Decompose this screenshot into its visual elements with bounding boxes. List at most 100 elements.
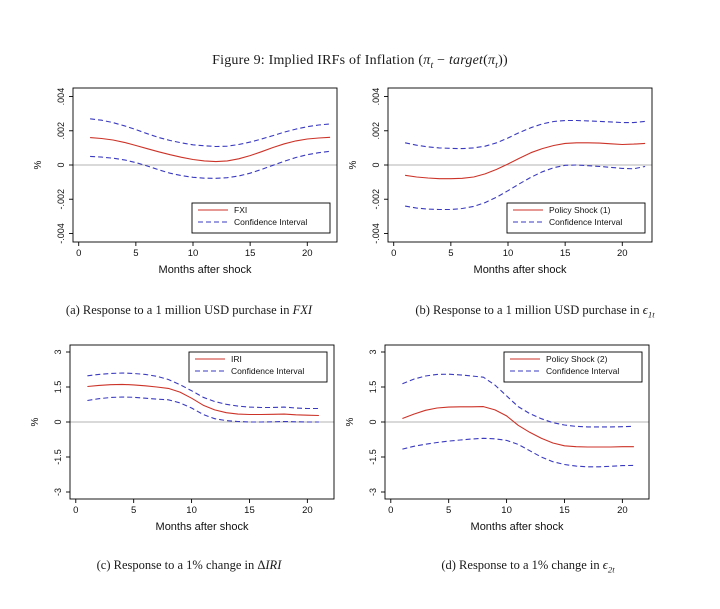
legend-label: Confidence Interval [234, 217, 307, 227]
series-lower-confidence-interval [405, 164, 646, 211]
y-tick-label: -.002 [56, 189, 66, 210]
x-tick-label: 15 [560, 248, 571, 259]
irf-panel-iri: 3 1.5 0 -1.5 -3 0 5 10 15 20 Months after shock% IR… [26, 341, 346, 541]
text-segment: )) [498, 53, 508, 68]
y-tick-label: 0 [368, 419, 378, 424]
x-tick-label: 0 [388, 505, 393, 516]
text-segment: Δ [257, 558, 266, 572]
text-segment: π [487, 53, 496, 68]
x-axis-title: Months after shock [474, 264, 567, 276]
legend-box [506, 202, 646, 234]
y-tick-label: -1.5 [368, 449, 378, 465]
series-upper-confidence-interval [404, 119, 646, 150]
y-tick-label: -1.5 [53, 449, 63, 465]
y-tick-label: -.002 [371, 189, 381, 210]
series-upper-confidence-interval [87, 372, 319, 410]
y-axis-title: % [33, 160, 44, 169]
caption-c: (c) Response to a 1% change in ΔIRI [29, 558, 349, 573]
y-tick-label: 3 [368, 349, 378, 354]
series-iri [87, 383, 319, 417]
series-policy-shock-1- [405, 142, 646, 180]
irf-panel-policy-shock-2: 3 1.5 0 -1.5 -3 0 5 10 15 20 Months after shock% Po… [341, 341, 661, 541]
legend-label: Policy Shock (1) [549, 205, 611, 215]
caption-b: (b) Response to a 1 million USD purchase… [375, 303, 695, 320]
x-tick-label: 10 [186, 505, 197, 516]
x-tick-label: 10 [188, 248, 199, 259]
series-lower-confidence-interval [87, 396, 319, 423]
text-segment: (c) Response to a 1% change in [96, 558, 258, 572]
y-tick-label: .002 [371, 122, 381, 140]
y-tick-label: 0 [53, 419, 63, 424]
x-tick-label: 20 [302, 248, 313, 259]
x-tick-label: 0 [73, 505, 78, 516]
text-segment: − [433, 53, 449, 68]
x-tick-label: 5 [448, 248, 453, 259]
y-tick-label: 3 [53, 349, 63, 354]
math-subscript: t [430, 59, 434, 71]
x-tick-label: 5 [446, 505, 451, 516]
x-tick-label: 5 [131, 505, 136, 516]
chart-b: .004 .002 0 -.002 -.004 0 5 10 15 20 Months after … [348, 87, 653, 276]
text-segment: π [423, 53, 431, 68]
x-tick-label: 5 [133, 248, 138, 259]
series-upper-confidence-interval [402, 373, 634, 428]
text-segment: ( [483, 53, 488, 68]
caption-d: (d) Response to a 1% change in ϵ2t [368, 558, 688, 575]
chart-c: 3 1.5 0 -1.5 -3 0 5 10 15 20 Months after shock% IR… [30, 344, 335, 533]
text-segment: (d) Response to a 1% change in [441, 558, 603, 572]
legend-box [188, 351, 328, 383]
series-lower-confidence-interval [90, 150, 331, 179]
math-subscript: t [495, 59, 499, 71]
y-tick-label: -3 [368, 488, 378, 496]
x-tick-label: 10 [503, 248, 514, 259]
text-segment: ϵ [602, 558, 608, 572]
y-tick-label: .002 [56, 122, 66, 140]
legend-label: FXI [234, 205, 247, 215]
x-tick-label: 20 [617, 248, 628, 259]
chart-a: .004 .002 0 -.002 -.004 0 5 10 15 20 Months after … [33, 87, 338, 276]
y-tick-label: 1.5 [368, 381, 378, 394]
legend-label: Confidence Interval [549, 217, 622, 227]
series-policy-shock-2- [402, 406, 634, 448]
math-subscript: 2t [607, 564, 615, 575]
x-tick-label: 10 [501, 505, 512, 516]
text-segment: IRI [265, 558, 282, 572]
x-axis-title: Months after shock [159, 264, 252, 276]
y-tick-label: -.004 [56, 223, 66, 244]
x-axis-title: Months after shock [471, 521, 564, 533]
y-tick-label: .004 [56, 88, 66, 106]
y-tick-label: 0 [56, 162, 66, 167]
series-fxi [90, 136, 331, 163]
legend-label: Confidence Interval [546, 366, 619, 376]
irf-panel-policy-shock-1: .004 .002 0 -.002 -.004 0 5 10 15 20 Months after … [344, 84, 664, 284]
text-segment: target [448, 53, 484, 68]
caption-a: (a) Response to a 1 million USD purchase… [29, 303, 349, 318]
text-segment: Figure 9: Implied IRFs of Inflation ( [212, 53, 424, 68]
text-segment: ϵ [642, 303, 648, 317]
series-lower-confidence-interval [402, 437, 634, 468]
y-tick-label: .004 [371, 88, 381, 106]
text-segment: (a) Response to a 1 million USD purchase… [65, 303, 293, 317]
legend-label: Confidence Interval [231, 366, 304, 376]
x-tick-label: 0 [391, 248, 396, 259]
chart-d: 3 1.5 0 -1.5 -3 0 5 10 15 20 Months after shock% Po… [345, 344, 650, 533]
x-tick-label: 15 [559, 505, 570, 516]
legend-label: Policy Shock (2) [546, 354, 608, 364]
legend-box [503, 351, 643, 383]
x-tick-label: 15 [244, 505, 255, 516]
figure-title: Figure 9: Implied IRFs of Inflation (πt … [0, 53, 720, 71]
y-tick-label: -3 [53, 488, 63, 496]
irf-panel-fxi: .004 .002 0 -.002 -.004 0 5 10 15 20 Months after … [29, 84, 349, 284]
y-axis-title: % [348, 160, 359, 169]
text-segment: (b) Response to a 1 million USD purchase… [415, 303, 643, 317]
legend-label: IRI [231, 354, 242, 364]
legend-box [191, 202, 331, 234]
y-tick-label: -.004 [371, 223, 381, 244]
math-subscript: 1t [647, 309, 655, 320]
y-tick-label: 1.5 [53, 381, 63, 394]
x-axis-title: Months after shock [156, 521, 249, 533]
y-axis-title: % [345, 417, 356, 426]
x-tick-label: 0 [76, 248, 81, 259]
y-tick-label: 0 [371, 162, 381, 167]
x-tick-label: 15 [245, 248, 256, 259]
